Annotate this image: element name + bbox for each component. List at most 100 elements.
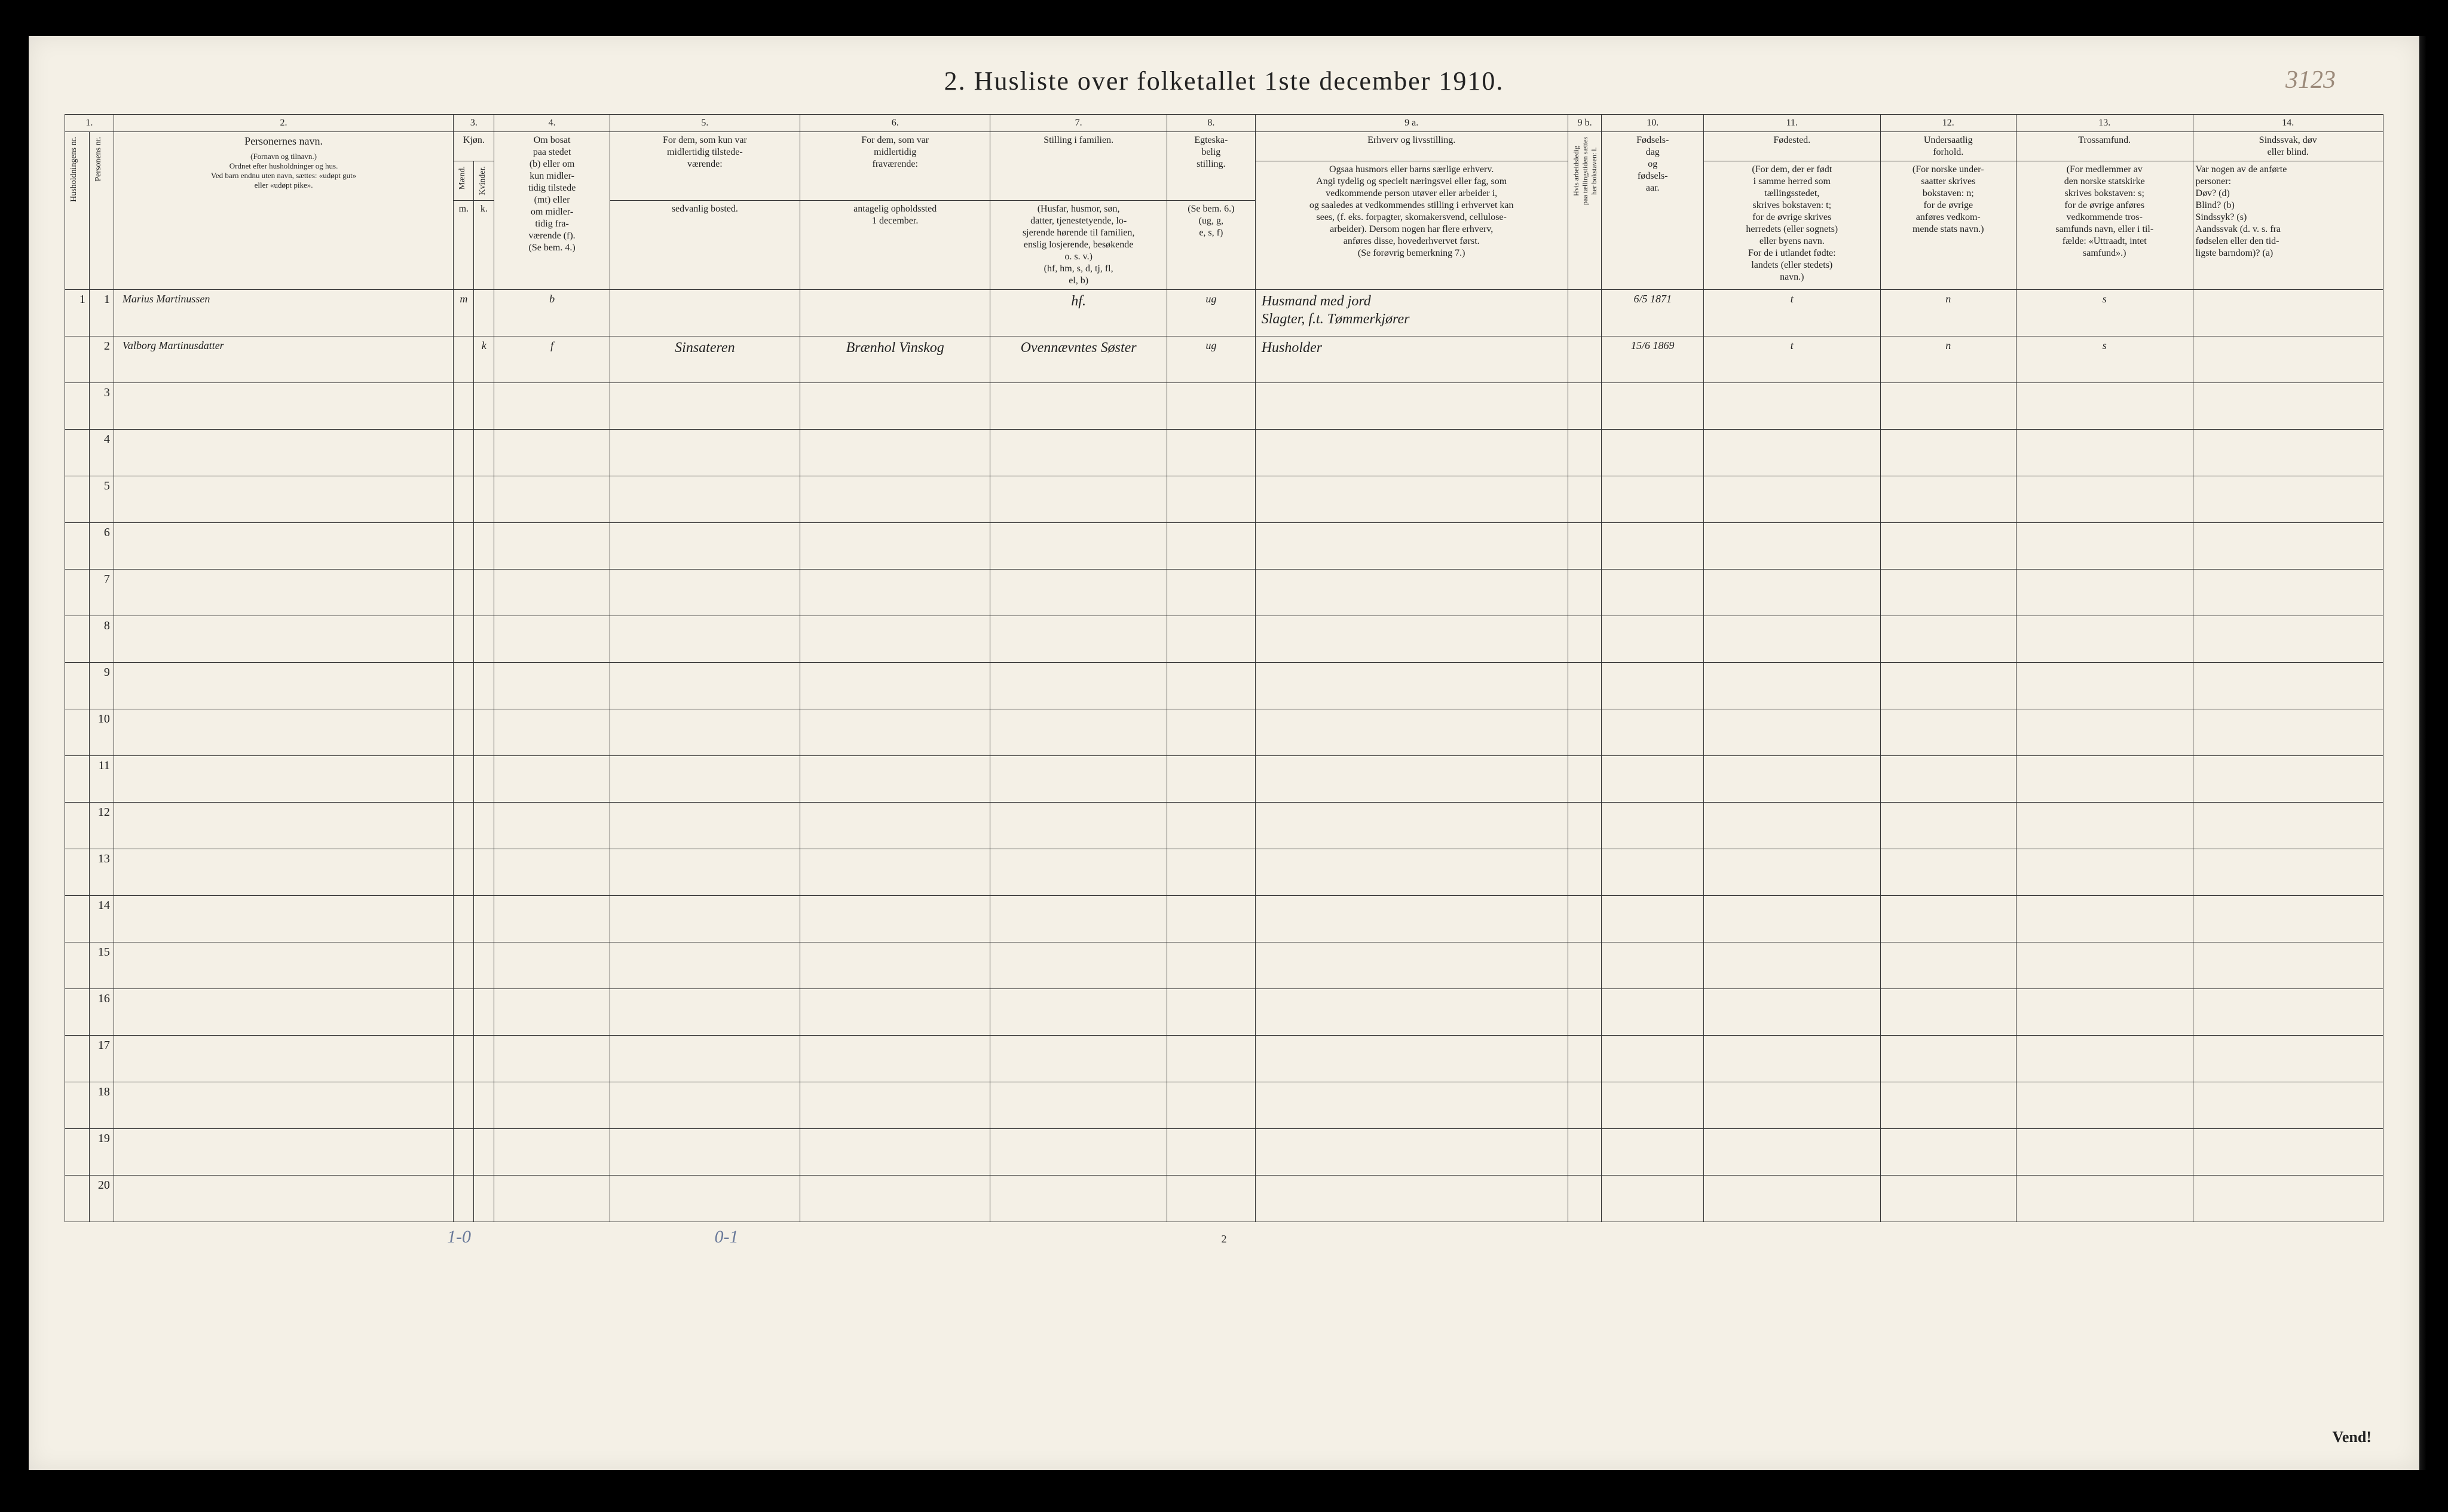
cell-m <box>454 755 474 802</box>
cell-n2: 15 <box>89 942 114 988</box>
cell-under <box>1880 476 2016 522</box>
cell-sind <box>2193 522 2383 569</box>
cell-navn <box>114 476 453 522</box>
hdr-midl-f-sub: antagelig opholdssted 1 december. <box>800 200 990 289</box>
cell-fodsel <box>1602 662 1704 709</box>
cell-tros <box>2016 382 2193 429</box>
cell-egt <box>1167 476 1255 522</box>
table-row: 11 <box>65 755 2383 802</box>
cell-arb <box>1568 802 1602 849</box>
cell-tros <box>2016 476 2193 522</box>
cell-egt <box>1167 755 1255 802</box>
cell-n2: 13 <box>89 849 114 895</box>
hdr-tros: Trossamfund. <box>2019 134 2190 146</box>
cell-bosat: b <box>494 289 610 336</box>
cell-n2: 10 <box>89 709 114 755</box>
cell-k <box>474 755 494 802</box>
cell-erhverv <box>1255 382 1568 429</box>
cell-n1 <box>65 1082 90 1128</box>
cell-tros: s <box>2016 336 2193 382</box>
cell-fodsel <box>1602 1035 1704 1082</box>
cell-n1 <box>65 429 90 476</box>
hdr-navn: Personernes navn. <box>117 134 451 148</box>
cell-erhverv <box>1255 755 1568 802</box>
census-table: 1. 2. 3. 4. 5. 6. 7. 8. 9 a. 9 b. 10. 11… <box>65 114 2383 1222</box>
cell-under <box>1880 429 2016 476</box>
cell-arb <box>1568 1175 1602 1222</box>
cell-midl_t <box>610 569 800 616</box>
cell-midl_f <box>800 382 990 429</box>
cell-midl_f <box>800 709 990 755</box>
colnum-9a: 9 a. <box>1255 115 1568 132</box>
cell-bosat <box>494 1082 610 1128</box>
cell-bosat <box>494 942 610 988</box>
cell-tros <box>2016 755 2193 802</box>
cell-fodsel <box>1602 709 1704 755</box>
cell-tros <box>2016 1128 2193 1175</box>
cell-sind <box>2193 942 2383 988</box>
cell-m <box>454 616 474 662</box>
colnum-4: 4. <box>494 115 610 132</box>
cell-n1 <box>65 849 90 895</box>
cell-fodested: t <box>1704 289 1881 336</box>
cell-fodested <box>1704 429 1881 476</box>
hdr-fodested: Fødested. <box>1706 134 1878 146</box>
hdr-hush: Husholdningens nr. <box>68 134 81 204</box>
cell-bosat <box>494 895 610 942</box>
cell-sind <box>2193 802 2383 849</box>
cell-m <box>454 662 474 709</box>
cell-fodsel: 6/5 1871 <box>1602 289 1704 336</box>
cell-arb <box>1568 569 1602 616</box>
table-row: 18 <box>65 1082 2383 1128</box>
cell-bosat <box>494 429 610 476</box>
cell-fodsel <box>1602 755 1704 802</box>
cell-stilling <box>990 988 1167 1035</box>
cell-navn <box>114 1128 453 1175</box>
cell-bosat <box>494 662 610 709</box>
cell-n1 <box>65 382 90 429</box>
cell-m <box>454 895 474 942</box>
cell-m <box>454 1082 474 1128</box>
cell-bosat <box>494 1035 610 1082</box>
cell-fodested <box>1704 569 1881 616</box>
foot-mark-2: 0-1 <box>715 1227 739 1247</box>
cell-under: n <box>1880 336 2016 382</box>
table-row: 2Valborg MartinusdatterkfSinsaterenBrænh… <box>65 336 2383 382</box>
cell-sind <box>2193 849 2383 895</box>
cell-erhverv <box>1255 616 1568 662</box>
cell-midl_f <box>800 895 990 942</box>
cell-under <box>1880 1175 2016 1222</box>
cell-erhverv <box>1255 942 1568 988</box>
cell-arb <box>1568 988 1602 1035</box>
cell-k <box>474 569 494 616</box>
cell-fodsel <box>1602 895 1704 942</box>
cell-fodested <box>1704 1082 1881 1128</box>
cell-fodsel <box>1602 569 1704 616</box>
cell-fodsel <box>1602 429 1704 476</box>
cell-fodsel: 15/6 1869 <box>1602 336 1704 382</box>
cell-bosat: f <box>494 336 610 382</box>
cell-k <box>474 1035 494 1082</box>
cell-fodsel <box>1602 802 1704 849</box>
hdr-kjon: Kjøn. <box>454 132 494 161</box>
cell-sind <box>2193 709 2383 755</box>
table-row: 13 <box>65 849 2383 895</box>
cell-sind <box>2193 895 2383 942</box>
colnum-9b: 9 b. <box>1568 115 1602 132</box>
cell-navn <box>114 802 453 849</box>
cell-under <box>1880 942 2016 988</box>
cell-n1 <box>65 895 90 942</box>
cell-n1 <box>65 476 90 522</box>
cell-midl_f <box>800 616 990 662</box>
cell-tros <box>2016 849 2193 895</box>
cell-sind <box>2193 336 2383 382</box>
foot-mark-1: 1-0 <box>447 1227 471 1247</box>
header-row-main: Husholdningens nr. Personens nr. Persone… <box>65 132 2383 161</box>
hdr-egt-sub: (Se bem. 6.) (ug, g, e, s, f) <box>1167 200 1255 289</box>
cell-midl_t <box>610 988 800 1035</box>
cell-egt <box>1167 569 1255 616</box>
cell-under <box>1880 382 2016 429</box>
cell-bosat <box>494 988 610 1035</box>
table-row: 10 <box>65 709 2383 755</box>
cell-erhverv <box>1255 709 1568 755</box>
